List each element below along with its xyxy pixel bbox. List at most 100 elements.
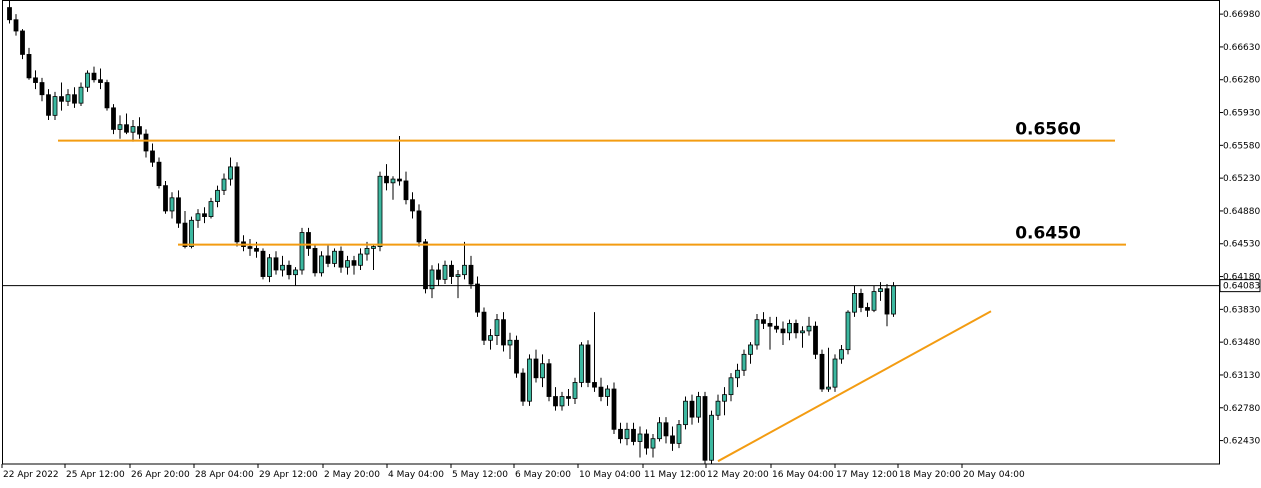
candle-body-bear xyxy=(182,222,188,247)
candle-body-bull xyxy=(364,248,370,255)
candle xyxy=(741,349,747,376)
candle-body-bull xyxy=(624,428,630,440)
candle xyxy=(501,312,506,352)
candle xyxy=(670,426,675,451)
candle xyxy=(377,171,383,252)
candle-body-bull xyxy=(527,358,532,402)
candle-body-bear xyxy=(338,250,344,268)
candle-body-bull xyxy=(52,96,58,116)
candle-body-bull xyxy=(189,219,194,247)
candle xyxy=(728,373,734,402)
candle-body-bear xyxy=(312,248,318,274)
candle-body-bear xyxy=(585,344,591,383)
candle xyxy=(72,87,77,108)
y-tick-label: 0.66980 xyxy=(1223,10,1260,20)
candle xyxy=(709,410,714,464)
candle-body-bear xyxy=(26,54,32,79)
candle-body-bear xyxy=(98,79,103,83)
x-tick-label: 6 May 20:00 xyxy=(515,470,571,480)
candle-body-bear xyxy=(481,311,487,341)
level-label: 0.6450 xyxy=(1015,224,1081,244)
candle xyxy=(579,342,584,388)
candle-body-bear xyxy=(410,199,415,212)
candle xyxy=(150,143,155,167)
y-tick-label: 0.64880 xyxy=(1223,207,1260,217)
candle-body-bull xyxy=(195,213,201,221)
candle xyxy=(735,363,740,388)
candle xyxy=(117,115,123,139)
candle-body-bear xyxy=(351,260,357,266)
candle-body-bear xyxy=(91,72,97,81)
candle xyxy=(312,244,318,277)
candle xyxy=(611,382,617,435)
candle xyxy=(78,82,84,106)
candle xyxy=(774,316,779,333)
y-tick-label: 0.62430 xyxy=(1223,437,1260,447)
candle-body-bull xyxy=(722,394,727,402)
candle xyxy=(884,284,890,327)
current-price-tag: 0.64083 xyxy=(1219,279,1261,293)
x-tick-label: 2 May 20:00 xyxy=(324,470,380,480)
candle xyxy=(871,285,877,313)
candle xyxy=(273,251,279,275)
candle xyxy=(111,104,116,135)
candle xyxy=(436,263,441,286)
candle xyxy=(52,91,58,121)
candle xyxy=(793,319,799,339)
candle xyxy=(839,344,844,364)
y-tick-label: 0.64530 xyxy=(1223,240,1260,250)
candle xyxy=(221,173,227,196)
candle-body-bear xyxy=(156,161,162,187)
candle-body-bull xyxy=(748,344,753,355)
candle xyxy=(208,197,214,219)
x-tick-label: 17 May 12:00 xyxy=(836,470,898,480)
candle xyxy=(780,321,786,345)
candle-body-bull xyxy=(735,369,740,379)
candle-body-bear xyxy=(618,428,623,440)
y-tick-label: 0.63830 xyxy=(1223,305,1260,315)
candle xyxy=(488,329,493,350)
candle xyxy=(787,319,792,341)
candle xyxy=(449,260,454,285)
candle xyxy=(715,394,721,420)
candle xyxy=(46,89,51,121)
candle-body-bull xyxy=(878,288,883,292)
candle-body-bear xyxy=(254,248,259,252)
candle xyxy=(514,335,519,378)
candle xyxy=(702,391,708,464)
candle xyxy=(696,391,701,423)
candle-body-bear xyxy=(592,382,597,388)
candle xyxy=(247,239,253,256)
candle-body-bull xyxy=(839,349,844,360)
candle-body-bear xyxy=(761,319,766,324)
candle-body-bear xyxy=(384,175,389,184)
candle xyxy=(546,359,552,402)
candle xyxy=(189,216,194,249)
candle xyxy=(845,310,851,355)
candle xyxy=(592,312,597,392)
candle-body-bear xyxy=(143,133,149,152)
candle xyxy=(507,332,513,360)
candle-body-bull xyxy=(657,422,662,440)
candle xyxy=(234,162,240,247)
plot-frame xyxy=(2,0,1220,465)
candle-body-bear xyxy=(566,396,571,399)
y-tick-label: 0.63130 xyxy=(1223,371,1260,381)
x-tick-label: 18 May 20:00 xyxy=(899,470,961,480)
candle-body-bear xyxy=(702,396,708,461)
candle-body-bull xyxy=(800,330,805,334)
candle-body-bull xyxy=(293,269,298,276)
x-tick-label: 28 Apr 04:00 xyxy=(195,470,254,480)
candle-body-bull xyxy=(650,438,656,449)
candle xyxy=(826,347,831,392)
candle-body-bull xyxy=(806,325,812,332)
candle xyxy=(832,354,838,392)
candle xyxy=(618,422,623,444)
candle-body-bull xyxy=(845,311,851,351)
candle-body-bull xyxy=(169,197,175,212)
candle xyxy=(416,204,422,247)
candle xyxy=(767,316,773,350)
candle xyxy=(98,68,103,90)
candle xyxy=(371,244,376,270)
